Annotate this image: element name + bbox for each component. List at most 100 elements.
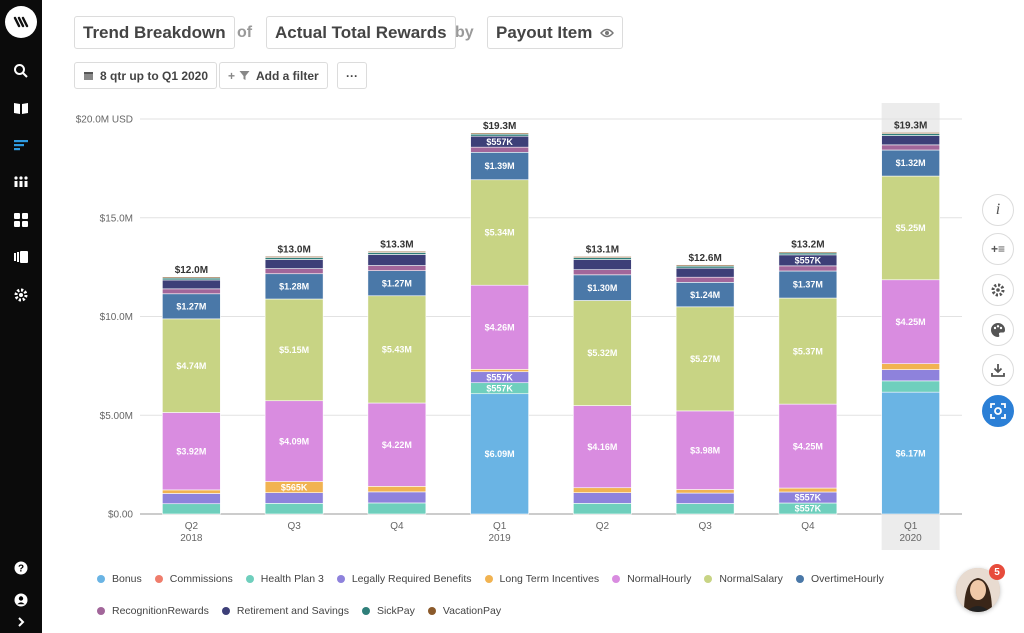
dimension-selector[interactable]: Payout Item: [487, 16, 624, 49]
y-tick-label: $0.00: [108, 510, 133, 521]
bar-segment: [470, 132, 529, 135]
data-label: $4.25M: [896, 317, 926, 327]
data-label: $3.98M: [690, 445, 720, 455]
legend-label: Bonus: [112, 573, 142, 585]
search-icon[interactable]: [11, 61, 31, 81]
legend-item[interactable]: Bonus: [97, 572, 142, 586]
bar-segment: [881, 279, 940, 365]
legend-swatch: [704, 575, 713, 583]
bar-segment: [162, 318, 221, 413]
legend-item[interactable]: VacationPay: [427, 604, 501, 618]
chart-settings-gear-icon[interactable]: [982, 274, 1014, 306]
legend-item[interactable]: Retirement and Savings: [221, 604, 349, 618]
legend-label: RecognitionRewards: [112, 605, 209, 617]
bar-segment: [881, 149, 940, 177]
bar-segment: [162, 276, 221, 279]
more-options-button[interactable]: ···: [337, 62, 367, 89]
metric-selector[interactable]: Actual Total Rewards: [266, 16, 456, 49]
data-label: $1.27M: [382, 278, 412, 288]
view-type-selector[interactable]: Trend Breakdown: [74, 16, 235, 49]
screenshot-capture-icon[interactable]: [982, 395, 1014, 427]
legend-swatch: [221, 607, 230, 615]
legend-swatch: [245, 575, 254, 583]
filter-funnel-icon: [239, 71, 250, 80]
add-to-dashboard-icon[interactable]: +≡: [982, 233, 1014, 265]
legend-item[interactable]: Health Plan 3: [245, 572, 324, 586]
bar-segment: [573, 269, 632, 276]
bar-segment: [778, 487, 838, 493]
x-tick-label: Q2: [185, 521, 199, 532]
bar-segment: [881, 144, 940, 151]
legend-item[interactable]: Commissions: [154, 572, 233, 586]
legend-label: SickPay: [376, 605, 415, 617]
trend-breakdown-icon[interactable]: [11, 135, 31, 155]
legend-label: NormalSalary: [719, 573, 783, 585]
bar-total-label: $12.6M: [688, 253, 721, 264]
bar-segment: [162, 288, 221, 295]
palette-icon[interactable]: [982, 314, 1014, 346]
bar-segment: [675, 503, 735, 515]
help-icon[interactable]: ?: [11, 558, 31, 578]
bar-segment: [367, 402, 427, 487]
legend-item[interactable]: RecognitionRewards: [97, 604, 209, 618]
bar-total-label: $19.3M: [483, 121, 516, 132]
legend-swatch: [361, 607, 370, 615]
legend-swatch: [97, 575, 105, 583]
legend-item[interactable]: NormalSalary: [704, 572, 783, 586]
data-label: $557K: [795, 493, 822, 503]
bar-segment: [778, 403, 838, 489]
legend-label: Health Plan 3: [260, 573, 324, 585]
data-label: $5.27M: [690, 354, 720, 364]
dashboard-icon[interactable]: [11, 210, 31, 230]
data-label: $1.27M: [176, 302, 206, 312]
expand-chevron-icon[interactable]: [11, 612, 31, 632]
bar-segment: [470, 179, 529, 286]
bar-segment: [675, 489, 735, 494]
bar-segment: [573, 487, 632, 493]
legend-item[interactable]: Long Term Incentives: [484, 572, 599, 586]
data-label: $5.25M: [896, 223, 926, 233]
legend-swatch: [484, 575, 493, 583]
x-tick-label: Q2: [596, 521, 610, 532]
legend-label: NormalHourly: [627, 573, 692, 585]
user-profile-icon[interactable]: [11, 590, 31, 610]
data-label: $3.92M: [176, 446, 206, 456]
bar-segment: [367, 251, 427, 253]
legend-label: Retirement and Savings: [236, 605, 349, 617]
book-icon[interactable]: [11, 98, 31, 118]
add-filter-button[interactable]: + Add a filter: [219, 62, 328, 89]
bar-segment: [264, 298, 324, 402]
bar-segment: [470, 146, 529, 153]
bar-segment: [367, 295, 427, 404]
legend-item[interactable]: SickPay: [361, 604, 415, 618]
eye-icon[interactable]: [600, 28, 615, 38]
data-label: $557K: [486, 383, 513, 393]
support-chat-avatar[interactable]: [956, 568, 1000, 612]
bar-segment: [881, 380, 940, 393]
time-range-button[interactable]: 8 qtr up to Q1 2020: [74, 62, 218, 89]
y-tick-label: $5.00M: [100, 411, 133, 422]
data-label: $4.26M: [485, 322, 515, 332]
bar-segment: [264, 259, 324, 269]
legend-item[interactable]: NormalHourly: [612, 572, 691, 586]
bar-segment: [573, 256, 632, 258]
y-tick-label: $15.0M: [100, 213, 133, 224]
info-icon[interactable]: i: [982, 194, 1014, 226]
download-icon[interactable]: [982, 354, 1014, 386]
legend-item[interactable]: OvertimeHourly: [795, 572, 884, 586]
bar-segment: [881, 135, 940, 146]
settings-gear-icon[interactable]: [11, 285, 31, 305]
legend-swatch: [612, 575, 621, 583]
apps-grid-icon[interactable]: [11, 172, 31, 192]
bar-segment: [470, 393, 529, 515]
x-tick-label: Q4: [390, 521, 404, 532]
bar-total-label: $13.2M: [791, 240, 824, 251]
data-label: $6.17M: [896, 448, 926, 458]
legend-item[interactable]: Legally Required Benefits: [336, 572, 472, 586]
bar-segment: [881, 175, 940, 281]
data-label: $557K: [795, 504, 822, 514]
data-label: $557K: [795, 256, 822, 266]
logo-icon[interactable]: [5, 6, 37, 38]
storyboard-icon[interactable]: [11, 247, 31, 267]
